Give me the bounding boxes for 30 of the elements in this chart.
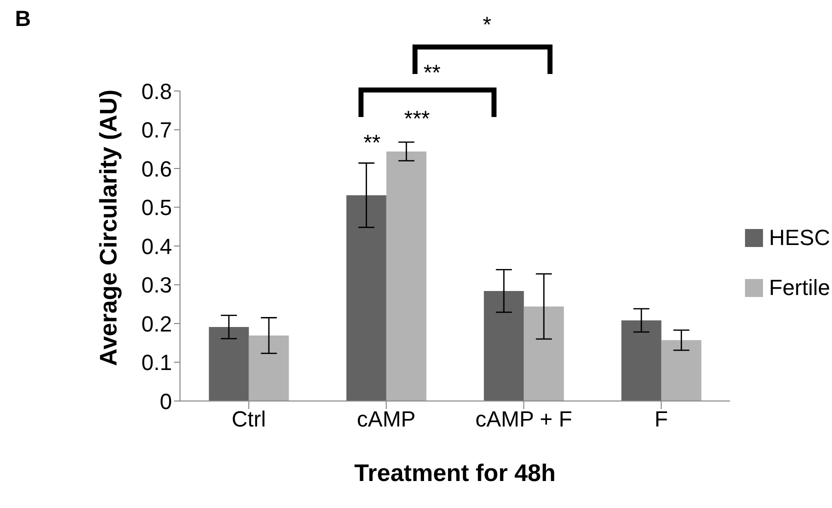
bar: [484, 290, 524, 401]
bar: [386, 151, 426, 401]
legend-label: HESC: [769, 225, 830, 251]
x-tick-label: cAMP: [356, 406, 416, 432]
y-tick-label: 0: [160, 388, 172, 414]
text: B: [15, 6, 31, 31]
bar: [346, 195, 386, 401]
y-tick-label: 0.4: [141, 234, 172, 259]
text: *: [482, 12, 492, 37]
x-axis-title: Treatment for 48h: [354, 460, 556, 487]
bar: [248, 336, 289, 401]
annotation: **: [363, 130, 381, 155]
y-tick-label: 0.3: [141, 272, 172, 298]
annotation: ***: [404, 106, 430, 131]
y-tick-label: 0.5: [141, 195, 172, 220]
bar: [524, 306, 564, 401]
y-tick-label: 0.1: [141, 350, 172, 376]
bar: [208, 326, 249, 401]
y-axis-title: Average Circularity (AU): [96, 89, 123, 366]
x-tick-label: Ctrl: [232, 406, 266, 432]
y-tick-label: 0.2: [141, 311, 172, 336]
bar: [621, 320, 662, 401]
x-tick-label: cAMP + F: [475, 406, 572, 432]
y-tick-label: 0.6: [141, 156, 172, 182]
x-tick-label: F: [654, 406, 668, 432]
legend-label: Fertile: [769, 275, 830, 301]
bar: [661, 340, 702, 401]
y-tick-label: 0.8: [141, 78, 172, 104]
text: **: [423, 60, 441, 85]
y-tick-label: 0.7: [141, 118, 172, 143]
